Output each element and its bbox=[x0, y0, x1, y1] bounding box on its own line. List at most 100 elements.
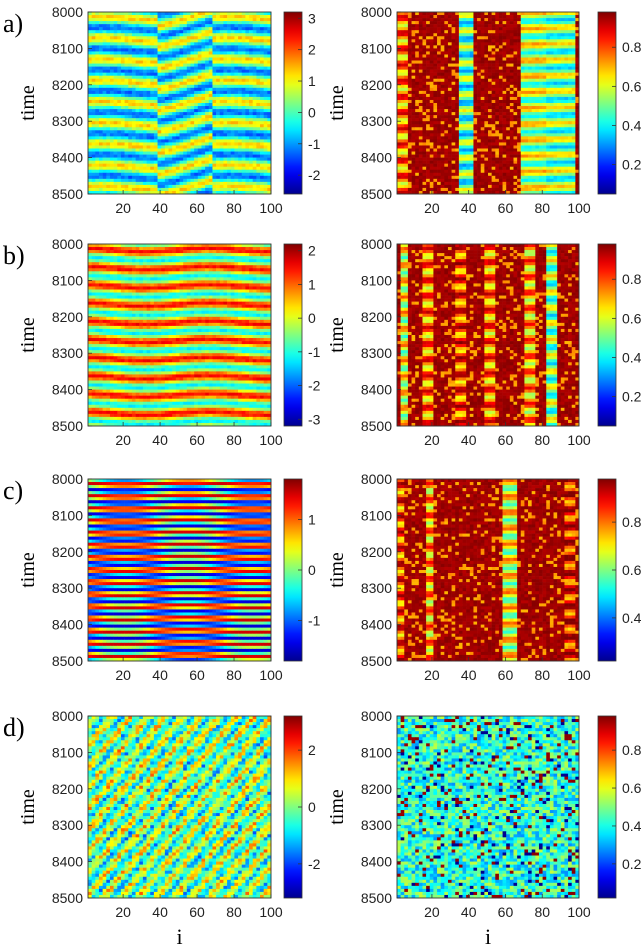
heatmap-cell bbox=[242, 82, 246, 85]
heatmap-cell bbox=[466, 88, 470, 91]
heatmap-cell bbox=[564, 82, 568, 85]
heatmap-cell bbox=[238, 127, 242, 130]
heatmap-cell bbox=[132, 145, 136, 148]
heatmap-cell bbox=[419, 39, 423, 42]
heatmap-cell bbox=[426, 67, 430, 70]
heatmap-cell bbox=[503, 94, 507, 97]
heatmap-cell bbox=[256, 61, 260, 64]
heatmap-cell bbox=[561, 45, 565, 48]
heatmap-cell bbox=[470, 45, 474, 48]
heatmap-cell bbox=[242, 33, 246, 36]
heatmap-cell bbox=[572, 94, 576, 97]
heatmap-cell bbox=[412, 21, 416, 24]
heatmap-cell bbox=[190, 51, 194, 54]
heatmap-cell bbox=[256, 112, 260, 115]
heatmap-cell bbox=[150, 139, 154, 142]
heatmap-cell bbox=[437, 76, 441, 79]
heatmap-cell bbox=[401, 51, 405, 54]
heatmap-cell bbox=[139, 115, 143, 118]
heatmap-cell bbox=[535, 33, 539, 36]
heatmap-cell bbox=[481, 79, 485, 82]
heatmap-cell bbox=[524, 39, 528, 42]
heatmap-cell bbox=[242, 130, 246, 133]
heatmap-cell bbox=[161, 48, 165, 51]
heatmap-cell bbox=[106, 48, 110, 51]
heatmap-cell bbox=[466, 33, 470, 36]
heatmap-cell bbox=[238, 82, 242, 85]
heatmap-cell bbox=[513, 51, 517, 54]
heatmap-cell bbox=[227, 73, 231, 76]
heatmap-cell bbox=[238, 27, 242, 30]
heatmap-cell bbox=[187, 121, 191, 124]
heatmap-cell bbox=[99, 51, 103, 54]
heatmap-cell bbox=[543, 82, 547, 85]
heatmap-cell bbox=[92, 79, 96, 82]
heatmap-cell bbox=[198, 188, 202, 191]
heatmap-cell bbox=[110, 185, 114, 188]
heatmap-cell bbox=[397, 36, 401, 39]
heatmap-cell bbox=[463, 91, 467, 94]
heatmap-cell bbox=[103, 51, 107, 54]
heatmap-cell bbox=[158, 42, 162, 45]
heatmap-cell bbox=[532, 48, 536, 51]
heatmap-cell bbox=[557, 88, 561, 91]
heatmap-cell bbox=[95, 70, 99, 73]
heatmap-cell bbox=[95, 48, 99, 51]
heatmap-cell bbox=[88, 145, 92, 148]
heatmap-cell bbox=[172, 76, 176, 79]
heatmap-cell bbox=[121, 170, 125, 173]
heatmap-cell bbox=[165, 91, 169, 94]
heatmap-cell bbox=[517, 24, 521, 27]
heatmap-cell bbox=[256, 127, 260, 130]
heatmap-cell bbox=[201, 18, 205, 21]
heatmap-cell bbox=[220, 158, 224, 161]
heatmap-cell bbox=[426, 42, 430, 45]
heatmap-cell bbox=[466, 61, 470, 64]
heatmap-cell bbox=[543, 27, 547, 30]
heatmap-cell bbox=[128, 142, 132, 145]
heatmap-cell bbox=[161, 51, 165, 54]
heatmap-cell bbox=[117, 142, 121, 145]
heatmap-cell bbox=[223, 127, 227, 130]
heatmap-cell bbox=[161, 85, 165, 88]
heatmap-cell bbox=[183, 70, 187, 73]
heatmap-cell bbox=[249, 164, 253, 167]
heatmap-cell bbox=[154, 149, 158, 152]
heatmap-cell bbox=[92, 155, 96, 158]
heatmap-cell bbox=[183, 33, 187, 36]
heatmap-cell bbox=[473, 76, 477, 79]
heatmap-cell bbox=[212, 61, 216, 64]
heatmap-cell bbox=[433, 61, 437, 64]
heatmap-cell bbox=[264, 27, 268, 30]
heatmap-cell bbox=[161, 176, 165, 179]
heatmap-cell bbox=[132, 21, 136, 24]
heatmap-cell bbox=[161, 73, 165, 76]
heatmap-cell bbox=[154, 173, 158, 176]
heatmap-cell bbox=[510, 70, 514, 73]
heatmap-cell bbox=[147, 112, 151, 115]
heatmap-cell bbox=[136, 185, 140, 188]
heatmap-cell bbox=[550, 76, 554, 79]
heatmap-cell bbox=[441, 91, 445, 94]
heatmap-cell bbox=[143, 97, 147, 100]
heatmap-cell bbox=[568, 73, 572, 76]
heatmap-cell bbox=[564, 70, 568, 73]
heatmap-cell bbox=[264, 42, 268, 45]
heatmap-cell bbox=[245, 109, 249, 112]
heatmap-cell bbox=[234, 21, 238, 24]
heatmap-cell bbox=[426, 21, 430, 24]
heatmap-cell bbox=[227, 127, 231, 130]
heatmap-cell bbox=[231, 121, 235, 124]
heatmap-cell bbox=[88, 30, 92, 33]
heatmap-cell bbox=[198, 167, 202, 170]
heatmap-cell bbox=[128, 182, 132, 185]
heatmap-cell bbox=[404, 88, 408, 91]
heatmap-cell bbox=[521, 51, 525, 54]
heatmap-cell bbox=[539, 70, 543, 73]
heatmap-cell bbox=[242, 118, 246, 121]
heatmap-cell bbox=[132, 91, 136, 94]
heatmap-cell bbox=[190, 91, 194, 94]
heatmap-cell bbox=[190, 27, 194, 30]
heatmap-cell bbox=[216, 76, 220, 79]
heatmap-cell bbox=[132, 121, 136, 124]
